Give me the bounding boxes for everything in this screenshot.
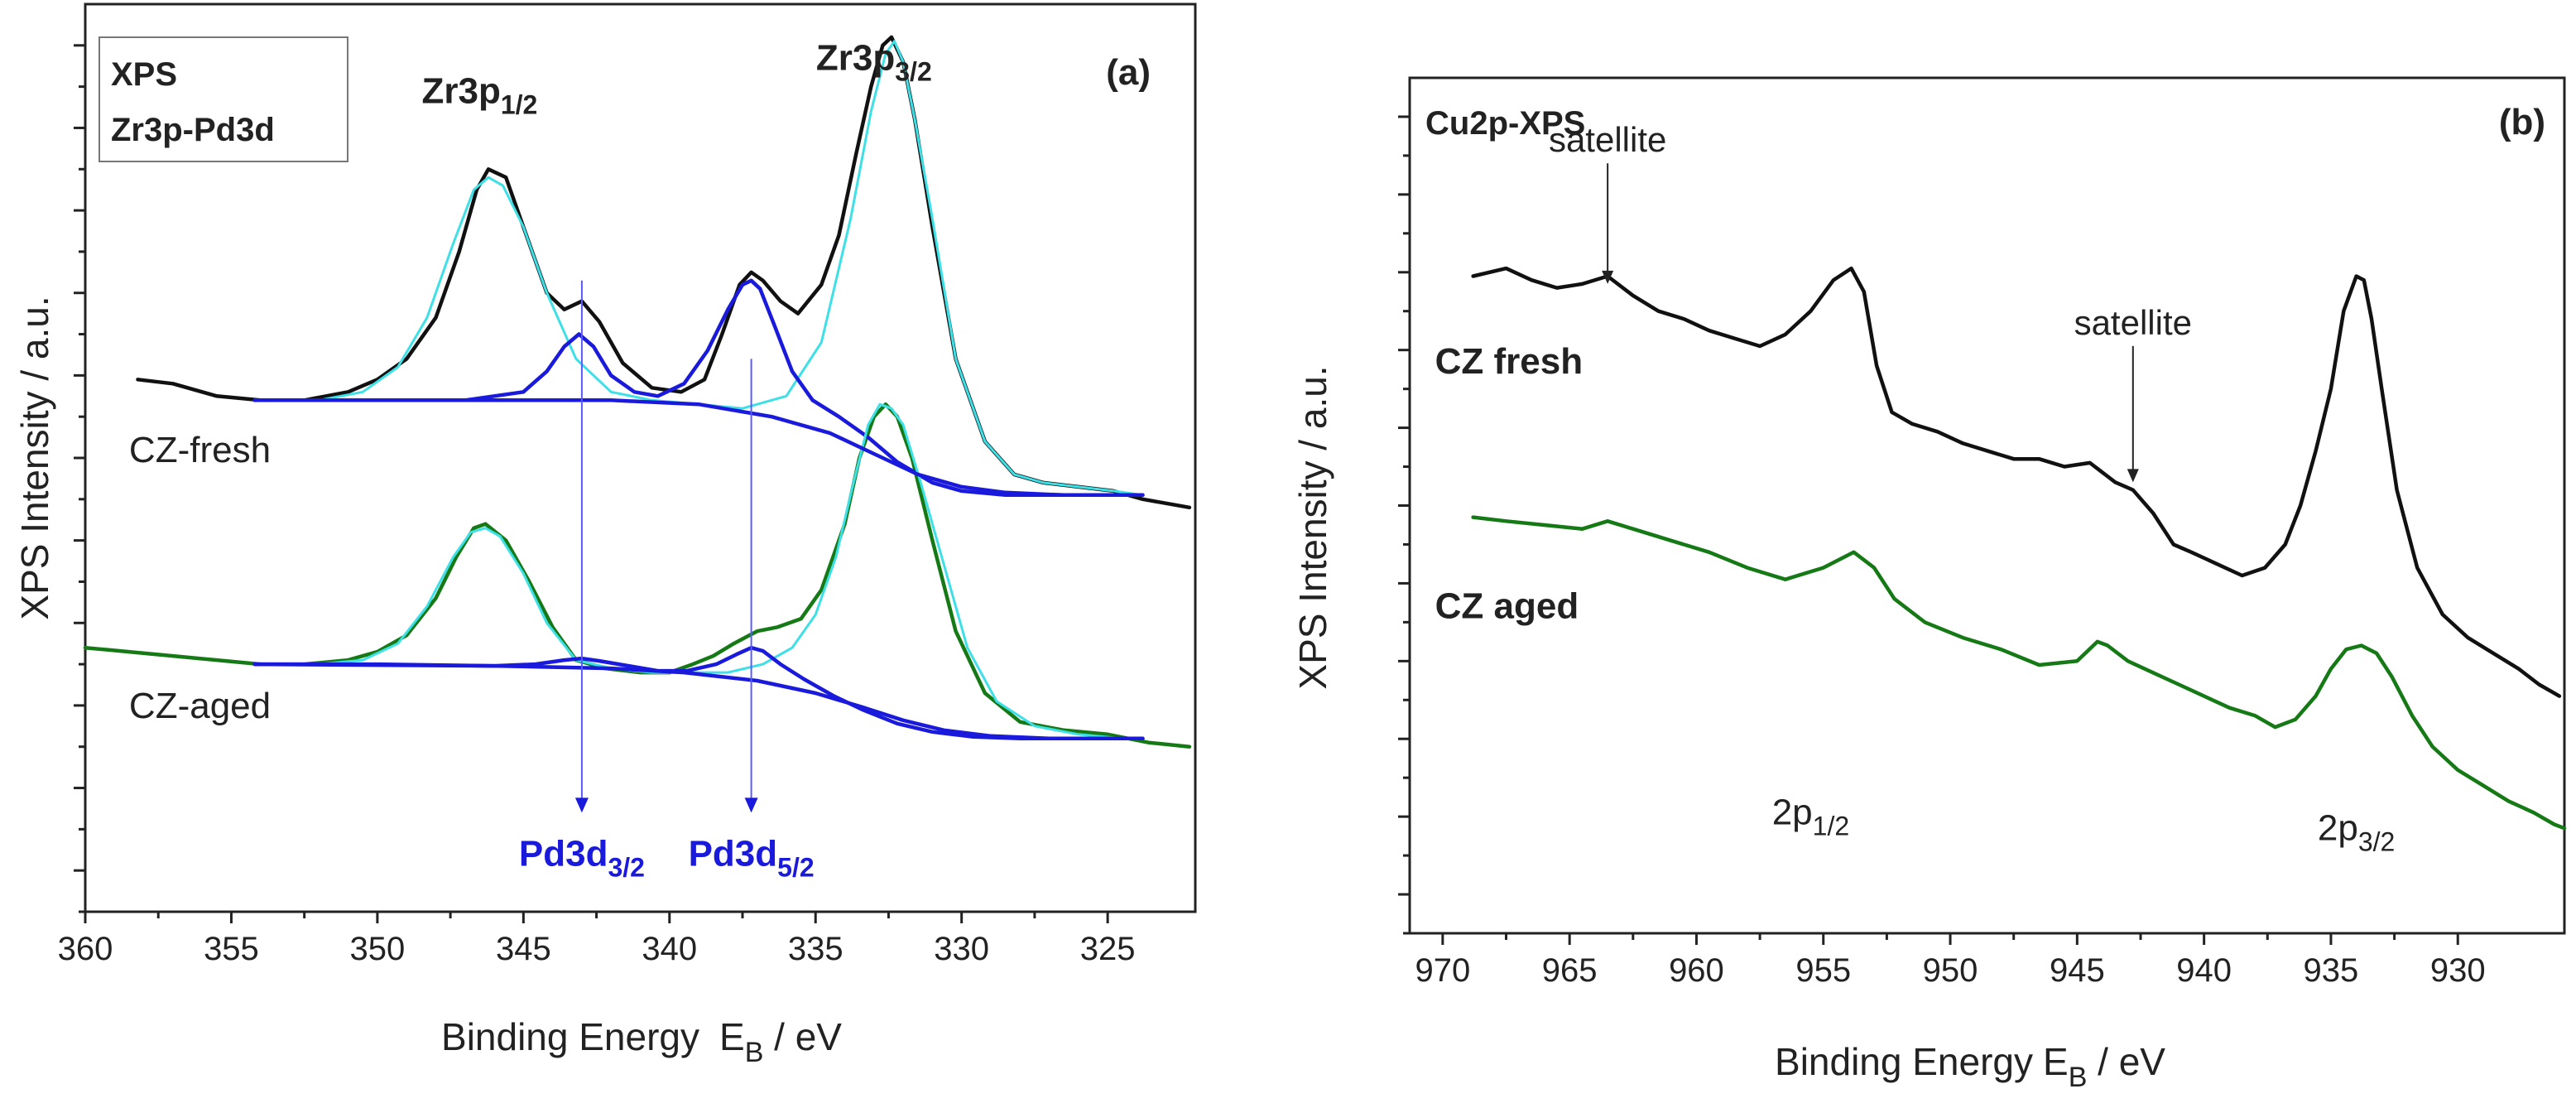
annotation-arrowhead: [2127, 469, 2139, 483]
panel-b-xlabel-sub: B: [2069, 1062, 2088, 1093]
peak-label: 2p3/2: [2318, 807, 2395, 856]
panel-b-x-ticks: 970 965 960 955 950 945 940 935 930: [1415, 933, 2486, 989]
x-tick-label: 945: [2050, 952, 2105, 989]
series-label: CZ-fresh: [129, 430, 271, 470]
x-tick-label: 965: [1542, 952, 1598, 989]
x-tick-label: 930: [2430, 952, 2486, 989]
series-line-cz-fresh-zr3p-envelope-fit: [253, 40, 1144, 497]
x-tick-label: 940: [2176, 952, 2232, 989]
series-line-cz-aged-zr3p-envelope-fit: [253, 402, 1144, 740]
panel-b: 970 965 960 955 950 945 940 935 930 satellitesat…: [1291, 76, 2567, 1093]
panel-a-xlabel-text: Binding Energy: [441, 1015, 699, 1058]
panel-a-xlabel-unit: / eV: [763, 1015, 842, 1058]
x-tick-label: 355: [204, 931, 259, 967]
pd-peak-label: Pd3d3/2: [519, 833, 645, 882]
peak-label: Zr3p3/2: [816, 38, 932, 87]
panel-a: 360 355 350 345 340 335 330 325 Pd3d3/2 Pd3d5/2 …: [13, 2, 1197, 1068]
x-tick-label: 935: [2304, 952, 2359, 989]
x-tick-label: 360: [58, 931, 113, 967]
x-tick-label: 340: [642, 931, 697, 967]
panel-a-x-axis-title: Binding Energy EB / eV: [441, 1015, 842, 1068]
pd-marker-arrowhead: [744, 797, 758, 813]
panel-a-peak-labels: Zr3p1/2 Zr3p3/2: [421, 38, 931, 120]
x-tick-label: 330: [934, 931, 989, 967]
pd-peak-label: Pd3d5/2: [689, 833, 815, 882]
peak-label: Zr3p1/2: [421, 71, 537, 120]
x-tick-label: 325: [1080, 931, 1136, 967]
panel-b-y-axis-title: XPS Intensity / a.u.: [1291, 365, 1334, 689]
panel-a-xlabel-sub: B: [745, 1037, 764, 1068]
panel-a-xlabel-symbol: E: [719, 1015, 745, 1058]
x-tick-label: 955: [1795, 952, 1851, 989]
series-line-cz-aged-background: [252, 662, 1145, 741]
panel-a-legend-line-2: Zr3p-Pd3d: [111, 112, 275, 148]
panel-b-annotations: satellite satellite: [1549, 120, 2192, 483]
x-tick-label: 960: [1669, 952, 1724, 989]
panel-b-peak-labels: 2p1/2 2p3/2: [1772, 792, 2396, 857]
x-tick-label: 345: [496, 931, 551, 967]
panel-a-legend-box: [99, 36, 348, 162]
panel-a-tag: (a): [1106, 52, 1151, 93]
series-label: CZ-aged: [129, 686, 271, 726]
series-line-cz-fresh-background: [252, 398, 1145, 498]
series-line-cz-fresh-pd3d-fit: [252, 278, 1145, 498]
x-tick-label: 335: [788, 931, 843, 967]
panel-b-tag: (b): [2499, 102, 2545, 142]
panel-b-xlabel-text: Binding Energy: [1775, 1040, 2033, 1083]
panel-b-curves: [1471, 266, 2567, 831]
panel-b-y-ticks: [1398, 115, 1410, 935]
panel-a-legend-line-1: XPS: [111, 56, 177, 93]
panel-a-y-axis-title: XPS Intensity / a.u.: [13, 296, 56, 619]
panel-b-x-axis-title: Binding Energy EB / eV: [1775, 1040, 2165, 1093]
series-label: CZ fresh: [1435, 341, 1583, 382]
panel-b-series-labels: CZ fresh CZ aged: [1435, 341, 1583, 627]
series-line-cz-aged: [1471, 515, 2567, 831]
panel-a-y-ticks: [74, 44, 85, 913]
peak-label: 2p1/2: [1772, 792, 1849, 841]
panel-b-xlabel-unit: / eV: [2087, 1040, 2165, 1083]
series-line-cz-aged-measured: [83, 402, 1192, 749]
panel-a-x-ticks: 360 355 350 345 340 335 330 325: [58, 912, 1136, 967]
annotation-satellite: satellite: [1549, 120, 1666, 159]
panel-a-series-labels: CZ-fresh CZ-aged: [129, 430, 271, 726]
series-label: CZ aged: [1435, 586, 1579, 627]
x-tick-label: 350: [350, 931, 406, 967]
panel-b-title: Cu2p-XPS: [1425, 105, 1585, 142]
panel-b-xlabel-symbol: E: [2043, 1040, 2069, 1083]
x-tick-label: 970: [1415, 952, 1470, 989]
panel-a-pd-markers: Pd3d3/2 Pd3d5/2: [519, 280, 815, 882]
x-tick-label: 950: [1923, 952, 1978, 989]
series-line-cz-fresh: [1471, 266, 2562, 698]
annotation-arrowhead: [1602, 270, 1614, 284]
annotation-satellite: satellite: [2074, 303, 2192, 342]
pd-marker-arrowhead: [574, 797, 589, 813]
